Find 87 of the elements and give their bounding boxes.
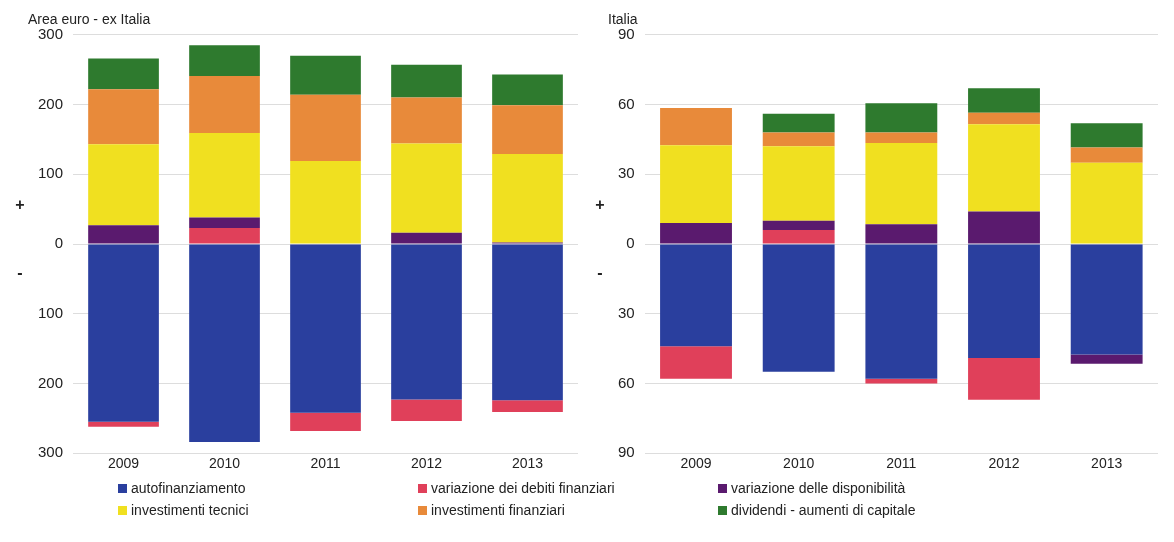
bar (88, 58, 159, 90)
bar (88, 225, 159, 244)
bar (660, 145, 732, 224)
x-tick-label: 2011 (886, 455, 917, 472)
x-tick-label: 2013 (511, 455, 544, 472)
bar (1070, 123, 1143, 148)
bar (189, 217, 260, 228)
bar (492, 244, 563, 401)
legend-label: variazione delle disponibilità (731, 480, 906, 496)
x-tick-label: 2013 (1091, 455, 1123, 472)
bar (391, 143, 462, 233)
bar (492, 74, 563, 106)
bar (290, 161, 361, 244)
bar (968, 211, 1040, 244)
bar (968, 357, 1040, 400)
bar (1070, 147, 1143, 163)
bar (189, 75, 260, 134)
y-tick-label: 0 (54, 234, 64, 252)
x-tick-label: 2009 (680, 455, 712, 472)
bar (762, 220, 835, 231)
bar (189, 227, 260, 244)
legend-label: autofinanziamento (131, 480, 246, 496)
bar (865, 103, 938, 133)
bar (189, 133, 260, 218)
bar (391, 399, 462, 422)
y-tick-label: 90 (618, 443, 635, 461)
x-tick-label: 2010 (783, 455, 815, 472)
bar (88, 144, 159, 226)
y-tick-label: 30 (618, 303, 635, 321)
bar (391, 232, 462, 244)
bar (660, 223, 732, 244)
y-tick-label: 60 (618, 373, 635, 391)
bar (865, 244, 938, 379)
bar (88, 421, 159, 427)
x-tick-label: 2011 (310, 455, 341, 472)
legend-label: variazione dei debiti finanziari (431, 480, 615, 496)
bar (660, 346, 732, 379)
bar (968, 124, 1040, 212)
bar (968, 244, 1040, 358)
bar (391, 244, 462, 400)
text: - (597, 264, 603, 282)
bar (762, 146, 835, 221)
bar (88, 89, 159, 145)
bar (189, 244, 260, 443)
y-tick-label: 300 (38, 443, 64, 461)
bar (660, 244, 732, 347)
y-tick-label: 100 (38, 164, 64, 182)
x-tick-label: 2012 (410, 455, 443, 472)
text: - (17, 264, 23, 282)
bar (762, 230, 835, 244)
bar (88, 244, 159, 422)
bar (968, 112, 1040, 125)
bar (391, 97, 462, 144)
bar (660, 108, 732, 146)
bar (492, 105, 563, 155)
bar (1070, 244, 1143, 355)
legend-label: investimenti finanziari (431, 502, 565, 518)
bar (762, 244, 835, 372)
x-tick-label: 2010 (208, 455, 241, 472)
text: + (15, 196, 25, 214)
bar (391, 64, 462, 98)
y-tick-label: 60 (618, 94, 635, 112)
bar (492, 400, 563, 413)
bar (762, 113, 835, 133)
bar (968, 88, 1040, 113)
bar (865, 224, 938, 244)
bar (762, 132, 835, 147)
y-tick-label: 200 (38, 94, 64, 112)
legend-label: investimenti tecnici (131, 502, 249, 518)
bar (290, 94, 361, 162)
bar (1070, 162, 1143, 244)
bar (189, 45, 260, 76)
y-tick-label: 0 (626, 234, 635, 252)
y-tick-label: 200 (38, 373, 64, 391)
bar (865, 142, 938, 225)
bar (290, 244, 361, 413)
x-tick-label: 2012 (988, 455, 1020, 472)
y-tick-label: 30 (618, 164, 635, 182)
bar (290, 412, 361, 431)
legend-label: dividendi - aumenti di capitale (731, 502, 916, 518)
text: + (595, 196, 605, 214)
bar (865, 132, 938, 143)
x-tick-label: 2009 (107, 455, 140, 472)
bar (290, 55, 361, 95)
bar (492, 154, 563, 243)
y-tick-label: 100 (38, 303, 64, 321)
bar (1070, 354, 1143, 364)
